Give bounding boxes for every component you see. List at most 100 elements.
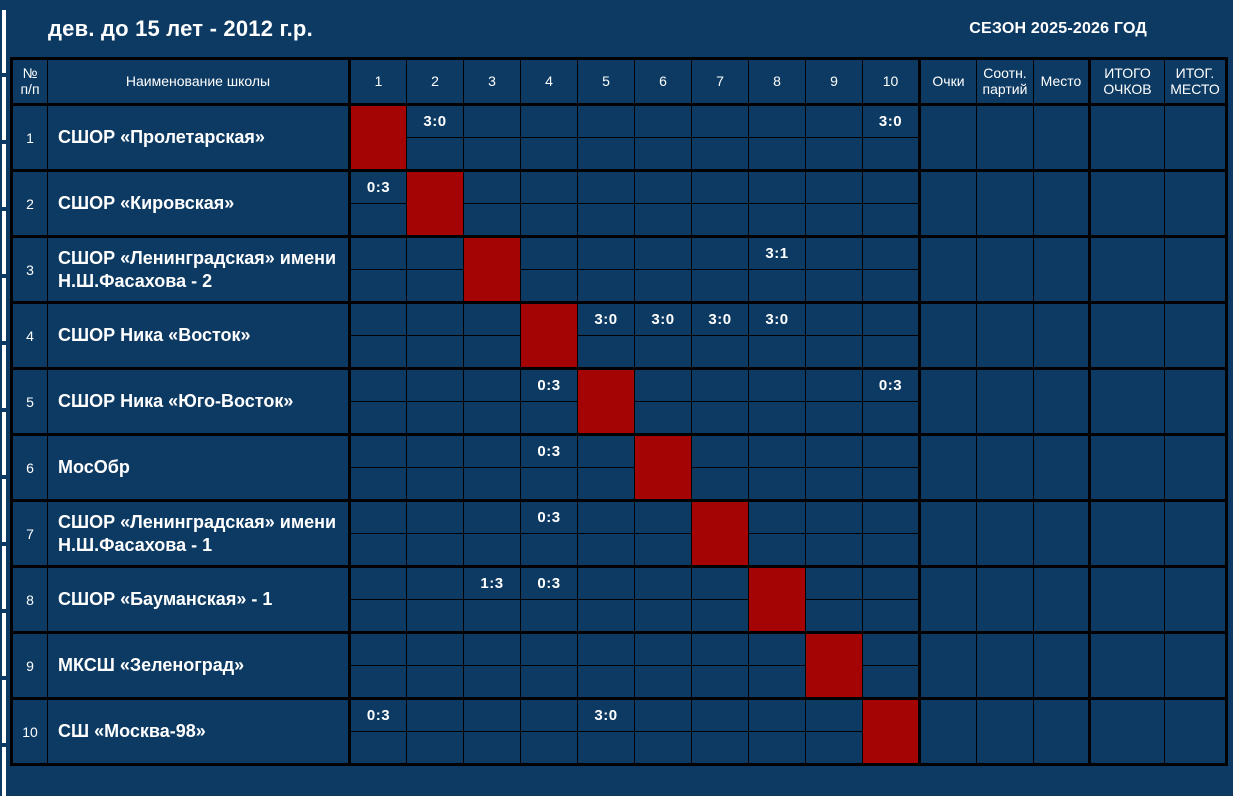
team-name-cell[interactable]: СШОР «Ленинградская» имени Н.Ш.Фасахова … [47, 500, 350, 568]
row-number-cell[interactable]: 8 [11, 566, 48, 634]
score-cell-empty[interactable] [463, 302, 521, 336]
score-cell-bottom[interactable] [577, 665, 635, 700]
score-cell-empty[interactable] [691, 434, 749, 468]
score-cell[interactable]: 1:3 [463, 566, 521, 600]
score-cell-bottom[interactable] [862, 665, 920, 700]
col-header-final-place[interactable]: ИТОГ. МЕСТО [1164, 58, 1227, 106]
place-cell[interactable] [1033, 632, 1090, 700]
score-cell-empty[interactable] [406, 698, 464, 732]
score-cell-bottom[interactable] [634, 137, 692, 172]
col-header-round-8[interactable]: 8 [748, 58, 806, 106]
score-cell-bottom[interactable] [634, 269, 692, 304]
score-cell-empty[interactable] [463, 104, 521, 138]
row-number-cell[interactable]: 9 [11, 632, 48, 700]
score-cell-empty[interactable] [577, 566, 635, 600]
score-cell-bottom[interactable] [520, 665, 578, 700]
score-cell-empty[interactable] [348, 302, 407, 336]
score-cell-empty[interactable] [463, 500, 521, 534]
score-cell-empty[interactable] [634, 632, 692, 666]
score-cell-empty[interactable] [805, 368, 863, 402]
set-ratio-cell[interactable] [976, 368, 1034, 436]
points-cell[interactable] [918, 104, 977, 172]
total-points-cell[interactable] [1088, 632, 1165, 700]
score-cell-bottom[interactable] [862, 269, 920, 304]
score-cell-empty[interactable] [520, 104, 578, 138]
row-number-cell[interactable]: 2 [11, 170, 48, 238]
points-cell[interactable] [918, 302, 977, 370]
place-cell[interactable] [1033, 500, 1090, 568]
col-header-num[interactable]: № п/п [11, 58, 48, 106]
score-cell-bottom[interactable] [406, 533, 464, 568]
score-cell-bottom[interactable] [805, 533, 863, 568]
score-cell-empty[interactable] [520, 698, 578, 732]
score-cell-bottom[interactable] [520, 731, 578, 766]
total-points-cell[interactable] [1088, 500, 1165, 568]
set-ratio-cell[interactable] [976, 236, 1034, 304]
score-cell-bottom[interactable] [348, 269, 407, 304]
score-cell-empty[interactable] [805, 170, 863, 204]
score-cell-empty[interactable] [748, 500, 806, 534]
score-cell-bottom[interactable] [463, 203, 521, 238]
score-cell-bottom[interactable] [805, 269, 863, 304]
score-cell-bottom[interactable] [577, 203, 635, 238]
final-place-cell[interactable] [1164, 698, 1227, 766]
score-cell-bottom[interactable] [634, 401, 692, 436]
score-cell-bottom[interactable] [463, 137, 521, 172]
score-cell-bottom[interactable] [577, 137, 635, 172]
score-cell-bottom[interactable] [406, 269, 464, 304]
set-ratio-cell[interactable] [976, 698, 1034, 766]
score-cell[interactable]: 3:0 [577, 302, 635, 336]
score-cell-empty[interactable] [634, 698, 692, 732]
score-cell-bottom[interactable] [862, 401, 920, 436]
score-cell-empty[interactable] [406, 302, 464, 336]
score-cell-bottom[interactable] [406, 401, 464, 436]
score-cell-bottom[interactable] [805, 599, 863, 634]
score-cell[interactable]: 0:3 [520, 434, 578, 468]
score-cell-bottom[interactable] [348, 731, 407, 766]
col-header-place[interactable]: Место [1033, 58, 1090, 106]
score-cell-empty[interactable] [748, 170, 806, 204]
score-cell-bottom[interactable] [348, 599, 407, 634]
score-cell-bottom[interactable] [348, 665, 407, 700]
score-cell-bottom[interactable] [748, 203, 806, 238]
col-header-round-6[interactable]: 6 [634, 58, 692, 106]
score-cell-bottom[interactable] [748, 533, 806, 568]
points-cell[interactable] [918, 368, 977, 436]
score-cell-empty[interactable] [748, 368, 806, 402]
place-cell[interactable] [1033, 302, 1090, 370]
score-cell-bottom[interactable] [577, 269, 635, 304]
score-cell-bottom[interactable] [691, 269, 749, 304]
score-cell-empty[interactable] [748, 104, 806, 138]
score-cell-bottom[interactable] [862, 599, 920, 634]
score-cell-bottom[interactable] [463, 599, 521, 634]
score-cell-bottom[interactable] [691, 665, 749, 700]
score-cell[interactable]: 3:0 [406, 104, 464, 138]
final-place-cell[interactable] [1164, 302, 1227, 370]
col-header-round-7[interactable]: 7 [691, 58, 749, 106]
score-cell[interactable]: 0:3 [348, 170, 407, 204]
place-cell[interactable] [1033, 566, 1090, 634]
score-cell-empty[interactable] [406, 236, 464, 270]
total-points-cell[interactable] [1088, 236, 1165, 304]
score-cell-bottom[interactable] [862, 203, 920, 238]
score-cell-empty[interactable] [805, 434, 863, 468]
col-header-points[interactable]: Очки [918, 58, 977, 106]
final-place-cell[interactable] [1164, 632, 1227, 700]
final-place-cell[interactable] [1164, 170, 1227, 238]
score-cell-empty[interactable] [348, 500, 407, 534]
score-cell-empty[interactable] [463, 170, 521, 204]
score-cell-bottom[interactable] [406, 599, 464, 634]
score-cell-bottom[interactable] [577, 467, 635, 502]
score-cell[interactable]: 3:0 [691, 302, 749, 336]
score-cell-bottom[interactable] [463, 335, 521, 370]
score-cell-bottom[interactable] [634, 203, 692, 238]
final-place-cell[interactable] [1164, 500, 1227, 568]
score-cell-empty[interactable] [348, 434, 407, 468]
score-cell-empty[interactable] [691, 236, 749, 270]
score-cell-bottom[interactable] [520, 401, 578, 436]
score-cell-empty[interactable] [406, 368, 464, 402]
score-cell-empty[interactable] [463, 698, 521, 732]
final-place-cell[interactable] [1164, 566, 1227, 634]
score-cell-bottom[interactable] [748, 731, 806, 766]
score-cell[interactable]: 3:0 [577, 698, 635, 732]
